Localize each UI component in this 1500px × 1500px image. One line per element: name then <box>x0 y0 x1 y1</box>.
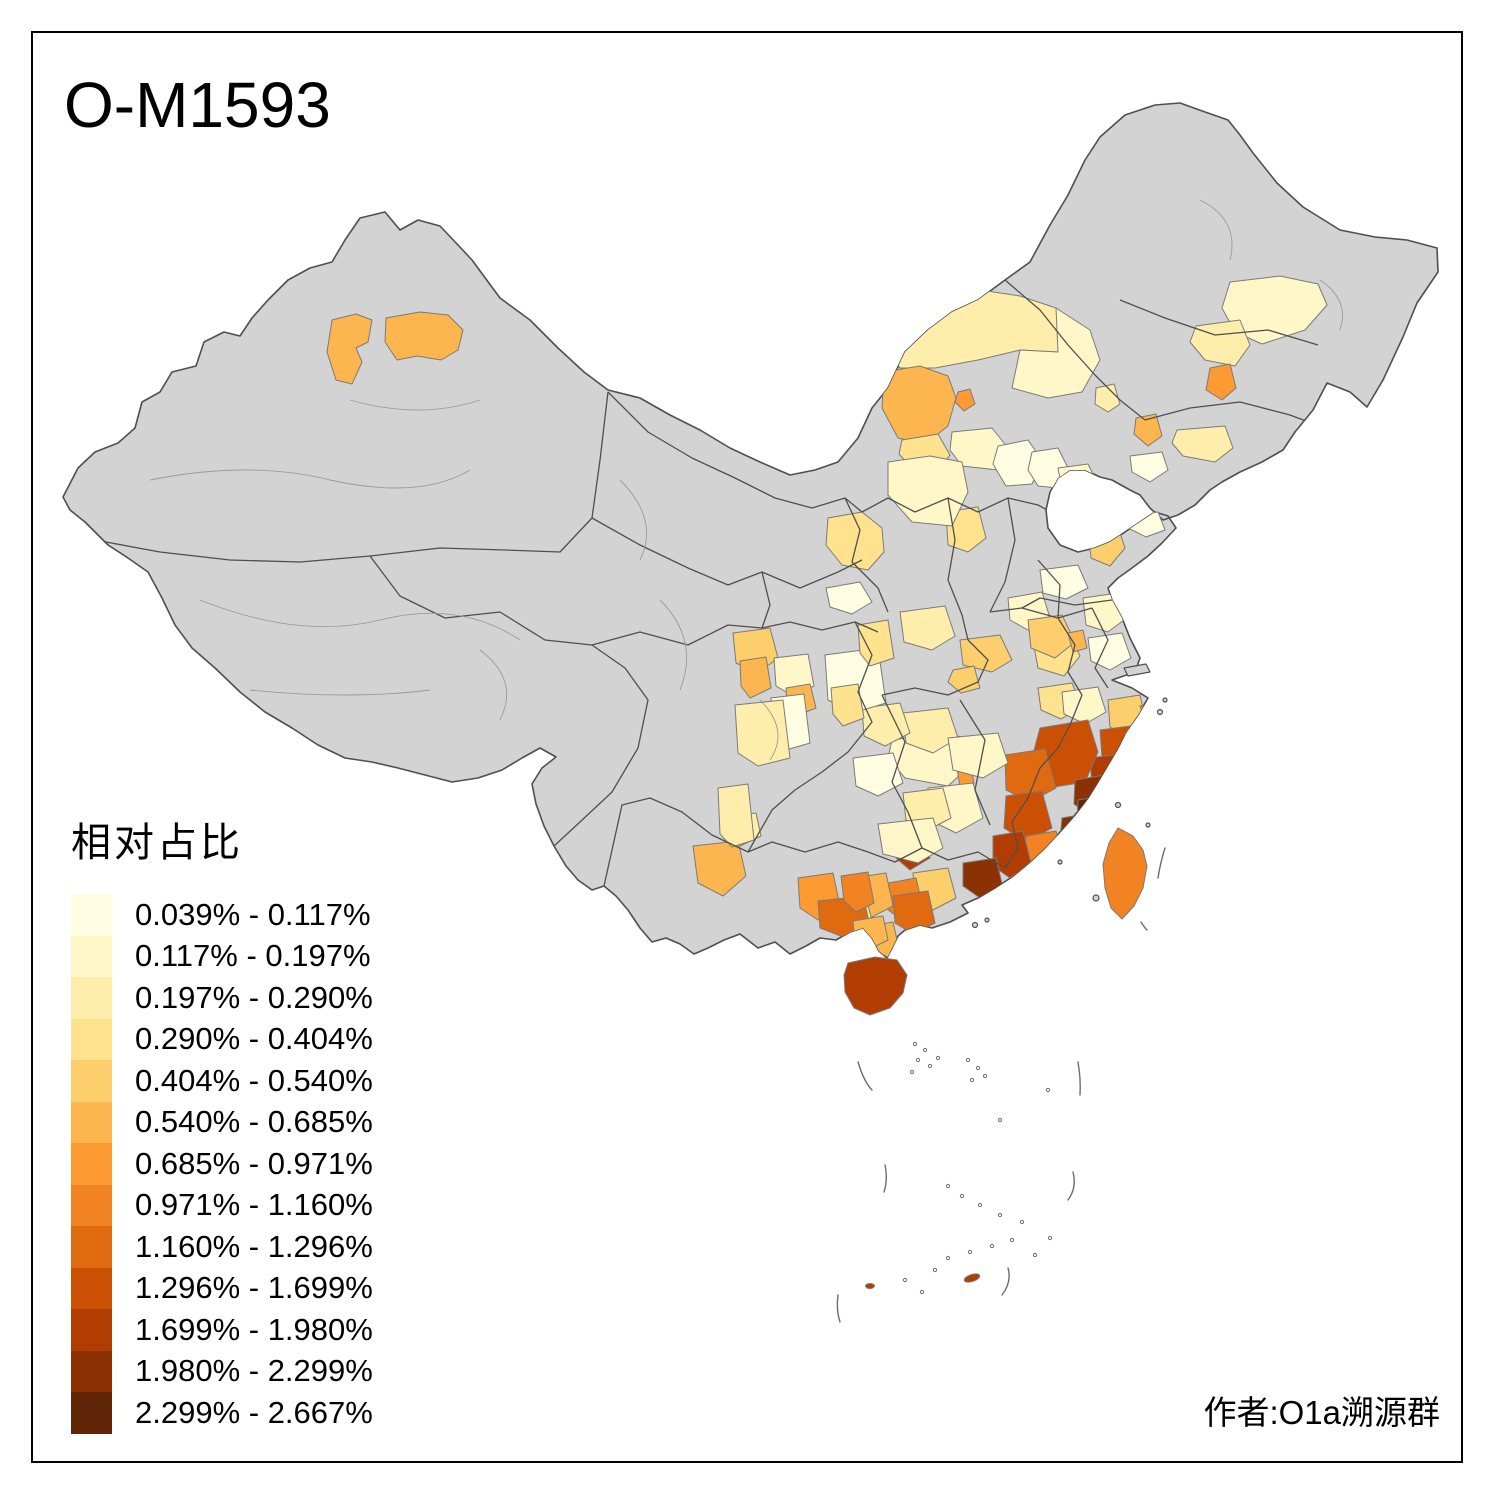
prefecture-region <box>861 702 911 747</box>
prefecture-region <box>1171 425 1234 463</box>
colored-islet <box>963 1273 981 1283</box>
legend-swatch <box>71 1226 112 1268</box>
legend-label: 1.296% - 1.699% <box>135 1270 373 1306</box>
coastal-islet <box>1114 801 1122 809</box>
legend-row: 0.039% - 0.117% <box>71 894 373 936</box>
legend-swatch <box>71 1018 112 1060</box>
taiwan-island <box>1102 827 1148 920</box>
prefecture-region <box>852 752 904 797</box>
legend-row: 2.299% - 2.667% <box>71 1392 373 1434</box>
legend-row: 0.971% - 1.160% <box>71 1184 373 1226</box>
legend-swatch <box>71 1184 112 1226</box>
legend-swatch <box>71 1350 112 1392</box>
legend-swatch <box>71 1267 112 1309</box>
prefecture-region <box>1221 275 1328 345</box>
prefecture-region <box>1011 307 1101 399</box>
prefecture-region <box>1061 686 1107 725</box>
prefecture-region <box>734 699 791 767</box>
legend-title: 相对占比 <box>71 821 243 865</box>
prefecture-region <box>1133 413 1163 447</box>
legend-row: 0.404% - 0.540% <box>71 1060 373 1102</box>
legend-rows: 0.039% - 0.117% 0.117% - 0.197% 0.197% - 0… <box>71 894 373 1434</box>
prefecture-region <box>1023 830 1065 875</box>
legend-row: 1.296% - 1.699% <box>71 1267 373 1309</box>
legend-label: 1.160% - 1.296% <box>135 1228 373 1264</box>
legend-label: 0.685% - 0.971% <box>135 1145 373 1181</box>
legend-swatch <box>71 935 112 977</box>
hainan-island <box>843 956 908 1016</box>
penghu-islet <box>1092 894 1100 902</box>
prefecture-region <box>899 605 956 651</box>
prefecture-region <box>1089 752 1137 799</box>
legend-label: 1.980% - 2.299% <box>135 1353 373 1389</box>
legend-swatch <box>71 1309 112 1351</box>
legend-label: 0.540% - 0.685% <box>135 1104 373 1140</box>
page-title: O-M1593 <box>64 69 331 141</box>
prefecture-region <box>717 783 755 848</box>
legend-swatch <box>71 894 112 936</box>
legend-label: 0.290% - 0.404% <box>135 1021 373 1057</box>
legend-row: 1.699% - 1.980% <box>71 1309 373 1351</box>
prefecture-region <box>825 581 873 615</box>
legend: 相对占比 0.039% - 0.117% 0.117% - 0.197% 0.197… <box>71 810 373 1434</box>
legend-row: 0.685% - 0.971% <box>71 1143 373 1185</box>
prefecture-region <box>1139 702 1158 718</box>
province-borders <box>94 199 1343 887</box>
prefecture-region <box>1094 383 1121 413</box>
prefecture-region <box>1059 812 1099 855</box>
legend-label: 2.299% - 2.667% <box>135 1394 373 1430</box>
prefecture-region <box>1205 363 1237 401</box>
legend-label: 0.971% - 1.160% <box>135 1187 373 1223</box>
prefecture-region <box>830 683 865 727</box>
prefecture-region <box>739 656 772 699</box>
prefecture-region <box>1067 629 1088 653</box>
prefecture-region <box>902 707 959 754</box>
legend-label: 0.039% - 0.117% <box>135 896 371 932</box>
legend-swatch <box>71 1060 112 1102</box>
legend-row: 0.540% - 0.685% <box>71 1101 373 1143</box>
coastal-islet <box>1145 822 1151 828</box>
legend-row: 0.117% - 0.197% <box>71 935 373 977</box>
prefecture-region <box>1039 564 1089 600</box>
prefecture-region <box>384 311 464 361</box>
south-china-sea-islands <box>836 847 1166 1323</box>
islands <box>843 663 1168 1016</box>
legend-swatch <box>71 977 112 1019</box>
legend-label: 0.404% - 0.540% <box>135 1062 373 1098</box>
legend-label: 0.197% - 0.290% <box>135 979 373 1015</box>
prefecture-region <box>947 665 981 694</box>
prefecture-region <box>840 871 875 913</box>
coastal-islet <box>1156 708 1164 716</box>
prefecture-region <box>947 732 1009 779</box>
prefecture-region <box>881 365 957 445</box>
coastal-islet <box>1162 697 1168 703</box>
legend-label: 0.117% - 0.197% <box>135 938 371 974</box>
legend-label: 1.699% - 1.980% <box>135 1311 373 1347</box>
prefecture-region <box>1076 794 1116 837</box>
legend-row: 0.197% - 0.290% <box>71 977 373 1019</box>
legend-row: 0.290% - 0.404% <box>71 1018 373 1060</box>
prefecture-region <box>326 313 373 385</box>
legend-swatch <box>71 1101 112 1143</box>
chongming-island <box>1123 663 1151 677</box>
coastal-islet <box>1057 859 1063 865</box>
prefecture-region <box>825 511 885 571</box>
attribution: 作者:O1a溯源群 <box>1203 1394 1440 1431</box>
legend-row: 1.980% - 2.299% <box>71 1350 373 1392</box>
coastal-islet <box>971 921 979 929</box>
legend-swatch <box>71 1143 112 1185</box>
prefecture-region <box>877 817 944 864</box>
legend-row: 1.160% - 1.296% <box>71 1226 373 1268</box>
colored-islet <box>865 1283 875 1289</box>
legend-swatch <box>71 1392 112 1434</box>
prefecture-region <box>857 619 895 667</box>
prefecture-region <box>954 388 976 412</box>
coastal-islet <box>984 917 990 923</box>
prefecture-region <box>1129 451 1169 483</box>
